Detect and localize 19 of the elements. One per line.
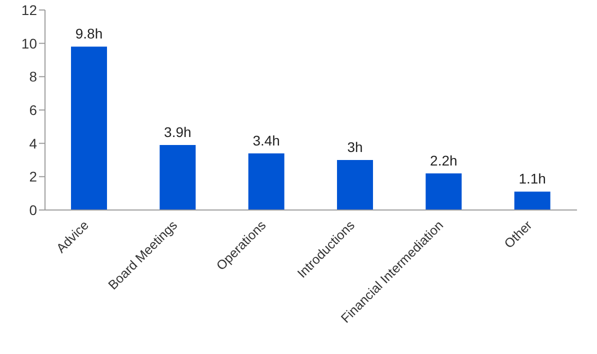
data-label: 9.8h xyxy=(75,26,103,42)
bar xyxy=(426,173,462,210)
y-tick-label: 6 xyxy=(29,102,38,118)
bar xyxy=(514,192,550,210)
data-label: 3h xyxy=(347,139,363,155)
y-tick-label: 10 xyxy=(21,35,38,52)
y-tick-label: 8 xyxy=(29,68,38,85)
y-tick-label: 4 xyxy=(29,135,38,152)
data-label: 1.1h xyxy=(518,170,546,187)
y-tick-label: 2 xyxy=(29,168,38,185)
y-tick-label: 12 xyxy=(21,2,38,18)
bar xyxy=(337,160,373,210)
y-tick-label: 0 xyxy=(29,202,38,218)
data-label: 3.4h xyxy=(252,132,280,148)
data-label: 3.9h xyxy=(164,124,192,140)
bar xyxy=(248,153,284,210)
data-label: 2.2h xyxy=(430,152,458,168)
bar xyxy=(160,145,196,210)
bar xyxy=(71,46,107,210)
